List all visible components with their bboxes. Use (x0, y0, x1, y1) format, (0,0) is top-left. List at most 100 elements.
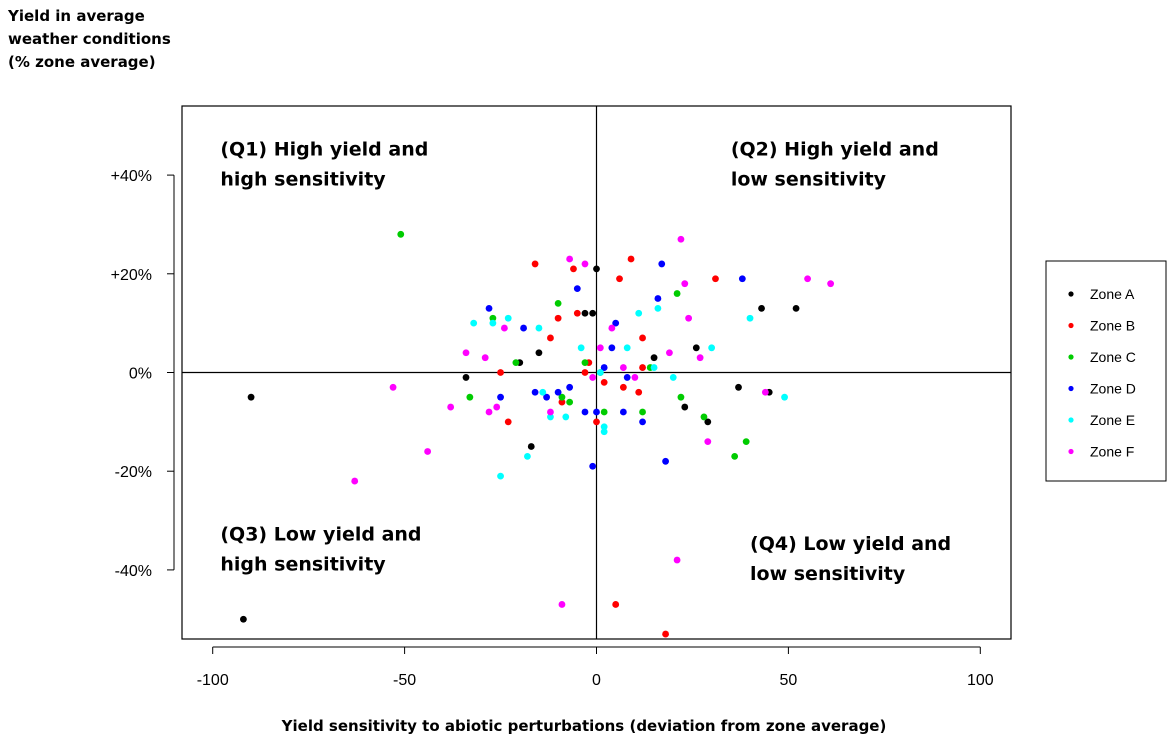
legend-box (1045, 260, 1167, 482)
data-point (535, 349, 543, 357)
data-point (596, 369, 604, 376)
data-point (397, 230, 405, 238)
data-point (696, 354, 704, 362)
data-point (593, 418, 600, 426)
data-point (704, 418, 712, 426)
legend-swatch (1068, 448, 1074, 455)
data-point (666, 349, 673, 357)
data-point (619, 364, 627, 371)
data-point (577, 344, 585, 352)
x-axis-title: Yield sensitivity to abiotic perturbatio… (281, 717, 887, 735)
data-point (658, 260, 666, 268)
data-point (504, 418, 512, 426)
data-point (731, 452, 739, 460)
data-point (612, 601, 620, 608)
data-point (462, 349, 470, 357)
data-point (570, 265, 577, 273)
data-point (738, 275, 746, 283)
x-axis: -100 -50 0 50 100 (197, 646, 994, 689)
data-point (600, 408, 608, 416)
data-point (639, 408, 646, 416)
data-point (554, 314, 562, 322)
legend-swatch (1068, 417, 1074, 423)
legend-entry: Zone B (1090, 318, 1135, 334)
legend-entry: Zone E (1090, 412, 1135, 428)
data-point (635, 388, 643, 396)
data-point (654, 295, 662, 302)
data-point (758, 304, 765, 312)
data-point (489, 314, 497, 322)
data-point (485, 304, 493, 312)
data-point (581, 309, 589, 317)
data-point (470, 319, 478, 327)
data-point (761, 388, 769, 396)
legend-swatch (1068, 385, 1074, 392)
data-point (631, 374, 639, 381)
data-point (742, 438, 750, 445)
data-point (497, 472, 504, 480)
data-point (543, 393, 551, 401)
data-point (704, 438, 712, 445)
data-point (623, 374, 631, 381)
legend-entry: Zone A (1090, 286, 1135, 302)
data-point (562, 413, 570, 421)
data-point (735, 383, 742, 391)
y-axis-title-line: (% zone average) (8, 53, 156, 71)
data-point (493, 403, 501, 411)
y-axis-title: Yield in average weather conditions (% zon… (7, 7, 171, 71)
data-point (608, 324, 616, 332)
y-tick-label: -40% (115, 563, 152, 580)
data-point (673, 556, 681, 564)
data-point (527, 443, 535, 450)
data-point (589, 309, 597, 317)
data-point (681, 280, 689, 288)
data-point (573, 309, 581, 317)
data-point (500, 324, 508, 332)
x-tick-label: -50 (393, 672, 416, 689)
data-point (804, 275, 811, 283)
data-point (692, 344, 700, 352)
data-point (677, 235, 685, 243)
data-point (639, 364, 646, 371)
data-point (554, 388, 562, 396)
quadrant-label: low sensitivity (731, 168, 887, 190)
data-point (700, 413, 708, 421)
data-point (520, 324, 527, 332)
data-point (497, 369, 504, 376)
data-point (639, 334, 646, 342)
data-point (650, 354, 658, 362)
y-tick-label: -20% (115, 464, 152, 481)
data-point (581, 408, 589, 416)
quadrant-label: high sensitivity (220, 553, 386, 575)
data-point (504, 314, 512, 322)
quadrant-label: high sensitivity (220, 168, 386, 190)
data-point (424, 448, 432, 455)
data-point (593, 265, 600, 273)
data-point (497, 393, 504, 401)
data-point (447, 403, 455, 411)
x-tick-label: 50 (779, 672, 797, 689)
data-point (623, 344, 631, 352)
data-point (600, 378, 608, 386)
legend-entry: Zone F (1090, 444, 1134, 460)
data-point (612, 319, 620, 327)
data-point (581, 260, 589, 268)
data-point (589, 374, 597, 381)
data-point (627, 255, 635, 263)
quadrant-label: low sensitivity (750, 563, 906, 585)
legend-swatch (1068, 322, 1074, 329)
legend: Zone A Zone B Zone C Zone D Zone E Zone F (1045, 260, 1167, 482)
data-point (639, 418, 646, 426)
data-point (547, 408, 554, 416)
data-point (351, 477, 359, 485)
data-point (566, 398, 574, 406)
quadrant-labels: (Q1) High yield and high sensitivity (Q2) … (220, 138, 951, 585)
data-point (792, 304, 800, 312)
data-points (240, 230, 835, 638)
data-point (746, 314, 754, 322)
data-point (547, 334, 554, 342)
x-tick-label: -100 (197, 672, 229, 689)
x-tick-label: 100 (967, 672, 994, 689)
data-point (593, 408, 600, 416)
data-point (558, 601, 566, 608)
